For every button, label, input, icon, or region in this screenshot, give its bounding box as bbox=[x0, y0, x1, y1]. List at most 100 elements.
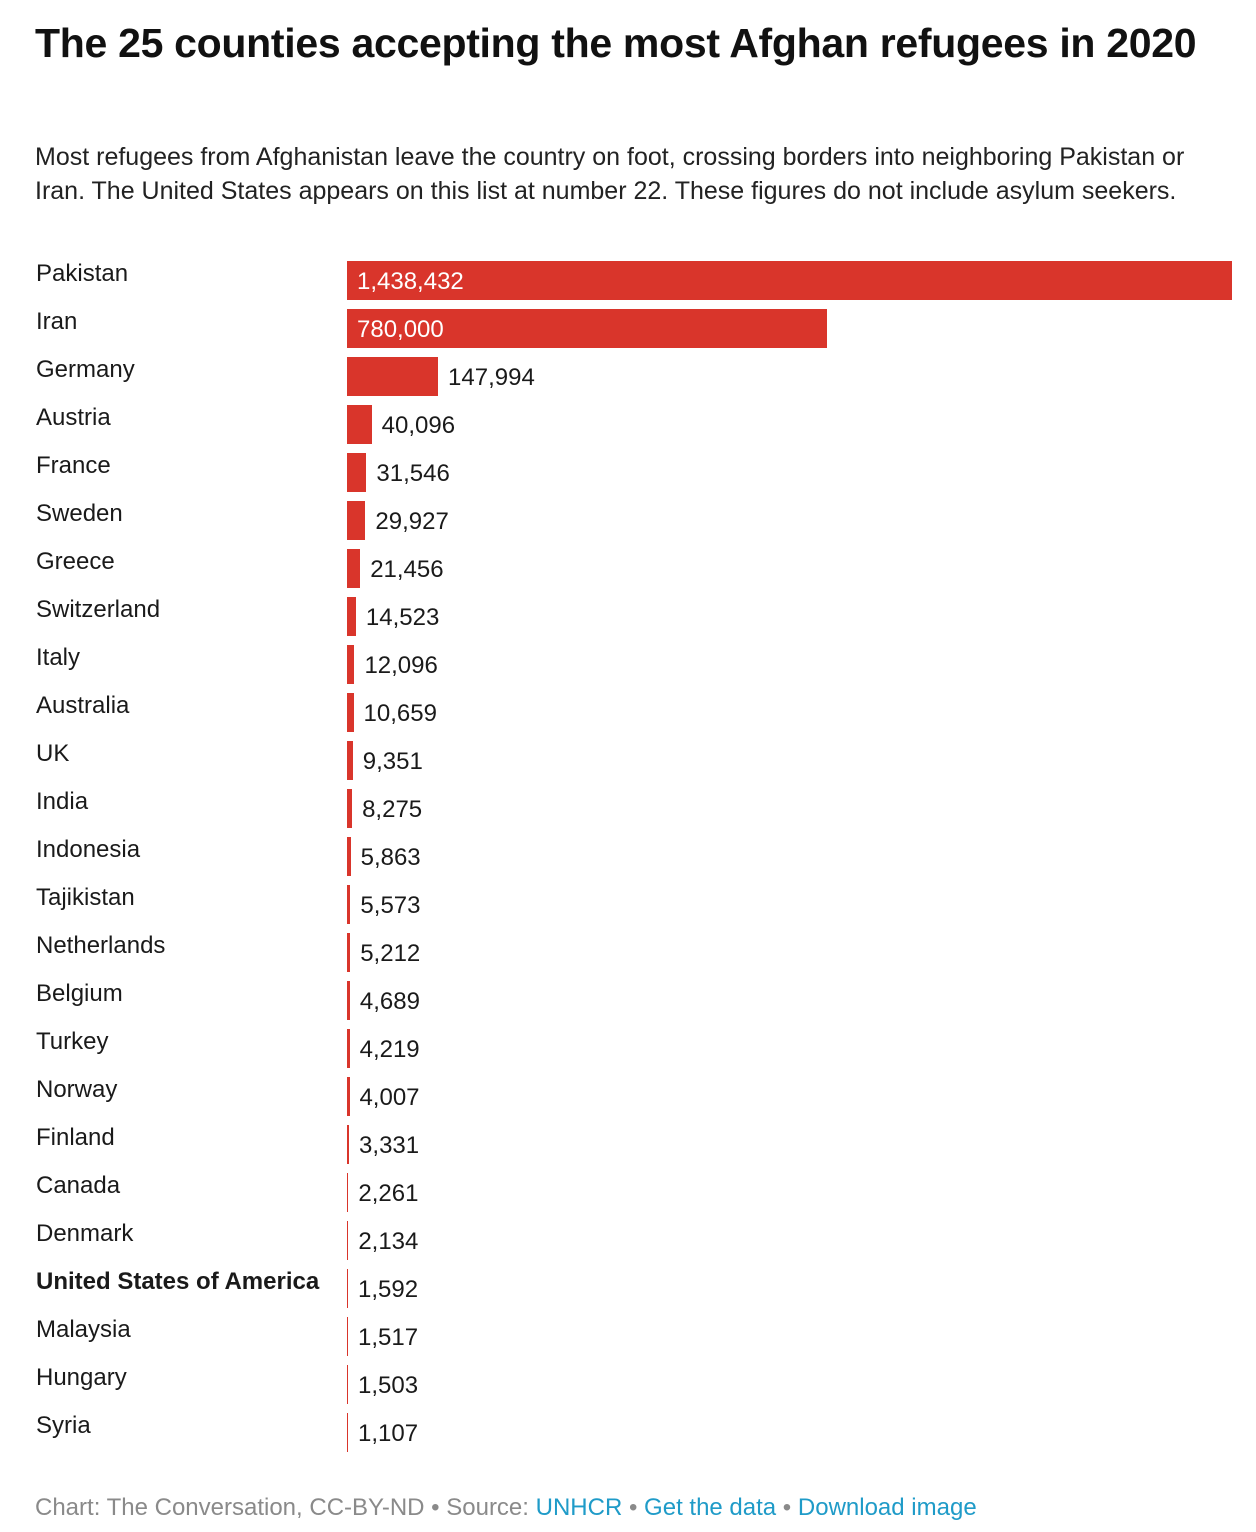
chart-footer: Chart: The Conversation, CC-BY-ND • Sour… bbox=[35, 1493, 977, 1523]
value-label: 3,331 bbox=[359, 1132, 420, 1159]
bar bbox=[347, 1125, 349, 1164]
value-label: 29,927 bbox=[375, 508, 449, 535]
bar bbox=[347, 549, 361, 588]
bar-chart: Pakistan 1,438,432 Iran 780,000 Germany 147,9… bbox=[0, 250, 1256, 1460]
bar bbox=[347, 741, 353, 780]
bar bbox=[347, 693, 354, 732]
category-label: Netherlands bbox=[36, 932, 166, 959]
bar-row: Syria 1,107 bbox=[0, 1402, 1256, 1452]
value-label: 2,134 bbox=[358, 1228, 419, 1255]
bar bbox=[347, 309, 827, 348]
bar-row: Switzerland 14,523 bbox=[0, 586, 1256, 636]
bar-row: Hungary 1,503 bbox=[0, 1354, 1256, 1404]
download-image-link[interactable]: Download image bbox=[797, 1494, 977, 1521]
category-label: Pakistan bbox=[36, 260, 129, 287]
bar bbox=[347, 501, 366, 540]
value-label: 12,096 bbox=[364, 652, 438, 679]
bar bbox=[347, 261, 1232, 300]
category-label: Iran bbox=[36, 308, 78, 335]
category-label: Syria bbox=[36, 1412, 91, 1439]
value-label: 4,689 bbox=[359, 988, 420, 1015]
bar bbox=[347, 1413, 348, 1452]
get-the-data-link[interactable]: Get the data bbox=[644, 1494, 777, 1521]
bar bbox=[347, 1317, 348, 1356]
value-label: 40,096 bbox=[381, 412, 456, 439]
value-label: 4,219 bbox=[359, 1036, 420, 1063]
category-label: Austria bbox=[36, 404, 111, 431]
bar bbox=[347, 1029, 350, 1068]
category-label: Malaysia bbox=[36, 1316, 131, 1343]
chart-title: The 25 counties accepting the most Afgha… bbox=[35, 20, 1197, 66]
bar bbox=[347, 597, 356, 636]
bar bbox=[347, 453, 367, 492]
footer-source-label: Source: bbox=[446, 1494, 536, 1521]
bar bbox=[347, 1173, 349, 1212]
bar-row: Indonesia 5,863 bbox=[0, 826, 1256, 876]
category-label: Germany bbox=[36, 356, 135, 383]
bar-row: Finland 3,331 bbox=[0, 1114, 1256, 1164]
value-label: 1,503 bbox=[358, 1372, 419, 1399]
value-label: 780,000 bbox=[357, 316, 444, 343]
bar-row: Pakistan 1,438,432 bbox=[0, 250, 1256, 300]
bar-row: Netherlands 5,212 bbox=[0, 922, 1256, 972]
bar-row: Canada 2,261 bbox=[0, 1162, 1256, 1212]
category-label: UK bbox=[36, 740, 70, 767]
bar-row: Iran 780,000 bbox=[0, 298, 1256, 348]
value-label: 31,546 bbox=[376, 460, 450, 487]
bar-row: Sweden 29,927 bbox=[0, 490, 1256, 540]
bar-row: India 8,275 bbox=[0, 778, 1256, 828]
value-label: 4,007 bbox=[359, 1084, 420, 1111]
bar bbox=[347, 645, 355, 684]
value-label: 21,456 bbox=[370, 556, 444, 583]
bar bbox=[347, 933, 351, 972]
bar-row: Norway 4,007 bbox=[0, 1066, 1256, 1116]
chart-subtitle: Most refugees from Afghanistan leave the… bbox=[35, 143, 1185, 205]
bar-row: Denmark 2,134 bbox=[0, 1210, 1256, 1260]
value-label: 147,994 bbox=[448, 364, 535, 391]
category-label: United States of America bbox=[36, 1268, 320, 1295]
category-label: Finland bbox=[36, 1124, 115, 1151]
value-label: 5,212 bbox=[360, 940, 421, 967]
value-label: 10,659 bbox=[363, 700, 437, 727]
bar-row: United States of America 1,592 bbox=[0, 1258, 1256, 1308]
bar-row: Germany 147,994 bbox=[0, 346, 1256, 396]
category-label: India bbox=[36, 788, 89, 815]
bar-row: Turkey 4,219 bbox=[0, 1018, 1256, 1068]
bar-row: Austria 40,096 bbox=[0, 394, 1256, 444]
category-label: Turkey bbox=[36, 1028, 109, 1055]
bar-row: Tajikistan 5,573 bbox=[0, 874, 1256, 924]
category-label: Belgium bbox=[36, 980, 123, 1007]
value-label: 2,261 bbox=[358, 1180, 419, 1207]
bar bbox=[347, 789, 353, 828]
bar bbox=[347, 1077, 350, 1116]
bar-row: Belgium 4,689 bbox=[0, 970, 1256, 1020]
category-label: Switzerland bbox=[36, 596, 161, 623]
category-label: Canada bbox=[36, 1172, 121, 1199]
value-label: 9,351 bbox=[362, 748, 423, 775]
bar bbox=[347, 1221, 349, 1260]
bar bbox=[347, 1269, 348, 1308]
value-label: 1,438,432 bbox=[357, 268, 464, 295]
category-label: Sweden bbox=[36, 500, 123, 527]
bar bbox=[347, 837, 351, 876]
value-label: 1,517 bbox=[358, 1324, 419, 1351]
category-label: Tajikistan bbox=[36, 884, 135, 911]
bar bbox=[347, 981, 350, 1020]
footer-credit: Chart: The Conversation, CC-BY-ND bbox=[35, 1494, 425, 1521]
bar-row: Greece 21,456 bbox=[0, 538, 1256, 588]
value-label: 1,592 bbox=[358, 1276, 419, 1303]
value-label: 14,523 bbox=[365, 604, 440, 631]
footer-separator: • bbox=[424, 1494, 447, 1521]
category-label: Denmark bbox=[36, 1220, 134, 1247]
category-label: Hungary bbox=[36, 1364, 127, 1391]
source-link[interactable]: UNHCR bbox=[535, 1494, 623, 1521]
category-label: Norway bbox=[36, 1076, 118, 1103]
bar bbox=[347, 405, 372, 444]
category-label: Indonesia bbox=[36, 836, 141, 863]
bar bbox=[347, 357, 439, 396]
footer-separator: • bbox=[622, 1494, 645, 1521]
bar bbox=[347, 1365, 348, 1404]
footer-separator: • bbox=[776, 1494, 798, 1521]
bar-row: Australia 10,659 bbox=[0, 682, 1256, 732]
category-label: Italy bbox=[36, 644, 81, 671]
